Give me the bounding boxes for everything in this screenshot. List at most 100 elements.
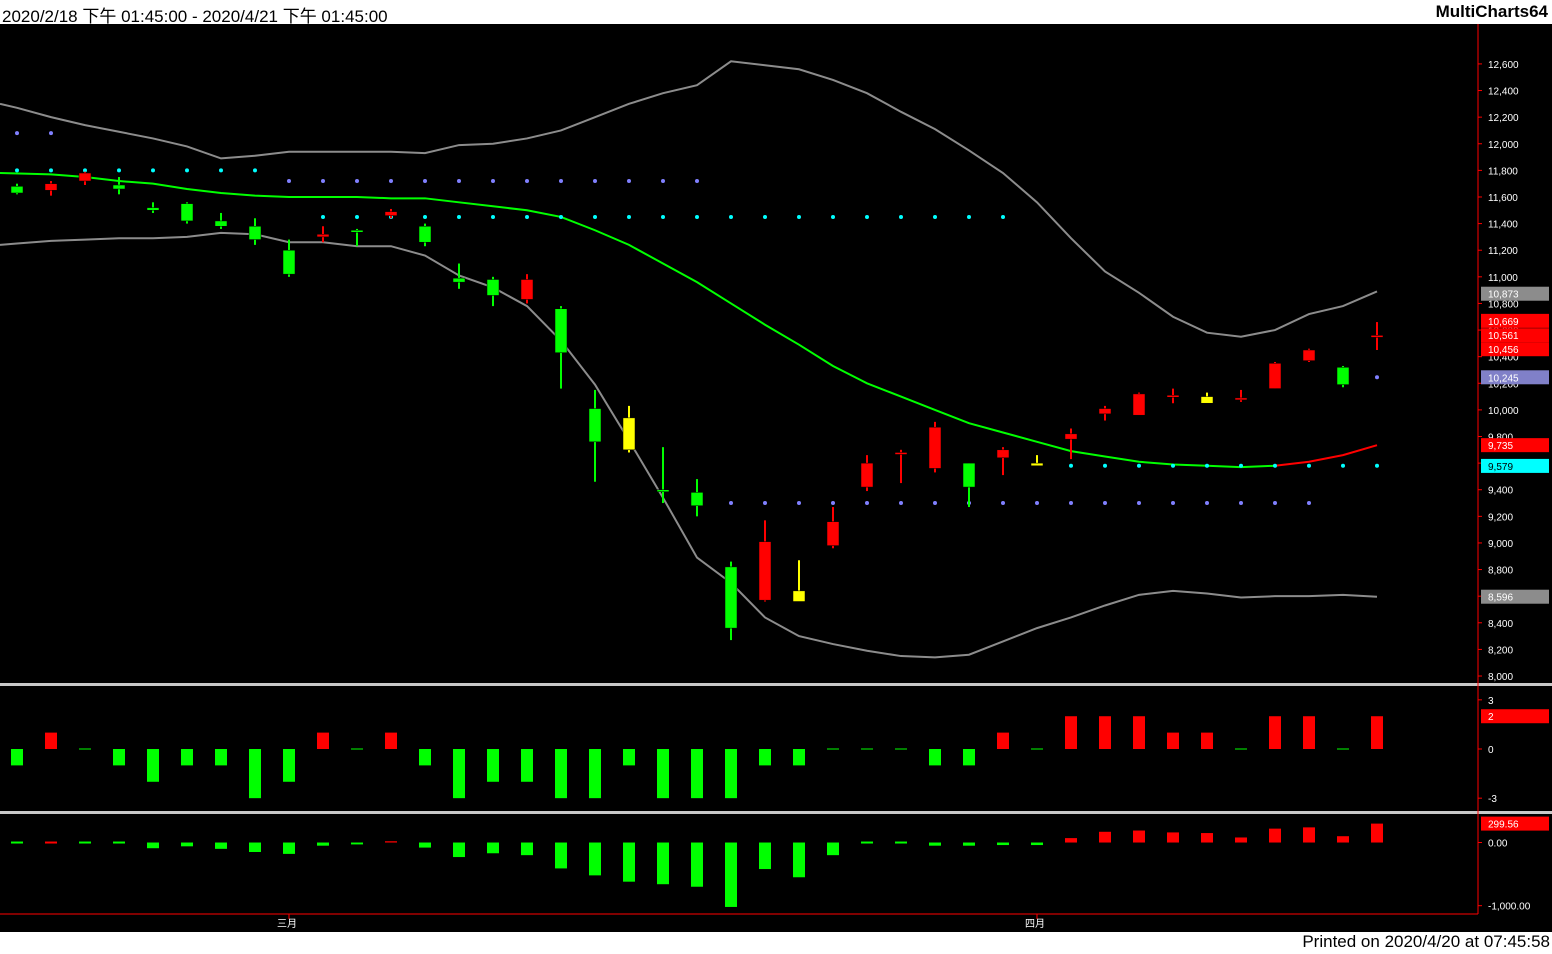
candle-body [1234, 397, 1248, 401]
chart-canvas[interactable]: 8,0008,2008,4008,6008,8009,0009,2009,400… [0, 24, 1552, 932]
signal-dot-purple [661, 179, 665, 184]
lower-band-line [0, 231, 1378, 659]
ind1-bar [657, 749, 669, 799]
ind2-bar [181, 842, 193, 847]
signal-dot-cyan [355, 214, 359, 219]
candle-body [384, 211, 398, 216]
ind1-bar [1167, 732, 1179, 749]
candle-body [418, 226, 432, 243]
ind2-bar [1167, 832, 1179, 843]
signal-dot-purple [831, 501, 835, 506]
signal-dot-cyan [593, 214, 597, 219]
signal-dot-purple [763, 501, 767, 506]
ind1-bar [589, 749, 601, 799]
signal-dot-purple [525, 179, 529, 184]
ind2-bar [215, 842, 227, 849]
price-value-badge: 10,873 [1488, 290, 1519, 301]
ind2-bar [453, 842, 465, 858]
signal-dot-purple [321, 179, 325, 184]
signal-dot-cyan [457, 214, 461, 219]
price-tick-label: 11,800 [1488, 166, 1518, 177]
ind2-bar [657, 842, 669, 885]
ind2-bar [419, 842, 431, 848]
ind2-value-badge-bg [1481, 816, 1549, 831]
candle-body [214, 220, 228, 227]
ind2-bar [555, 842, 567, 869]
ind1-bar [181, 749, 193, 766]
ind2-bar [113, 841, 125, 844]
signal-dot-cyan [797, 214, 801, 219]
mid-line-down [0, 172, 1276, 469]
signal-dot-cyan [1103, 463, 1107, 468]
date-range-label: 2020/2/18 下午 01:45:00 - 2020/4/21 下午 01:… [2, 7, 388, 26]
time-axis-label: 三月 [277, 918, 297, 930]
ind1-bar [1371, 716, 1383, 749]
candle-body [452, 277, 466, 283]
ind1-bar [521, 749, 533, 782]
ind1-bar [249, 749, 261, 799]
chart-area[interactable]: 8,0008,2008,4008,6008,8009,0009,2009,400… [0, 24, 1552, 932]
price-tick-label: 11,200 [1488, 246, 1518, 257]
ind1-bar [1235, 748, 1247, 750]
signal-dot-cyan [1375, 463, 1379, 468]
signal-dot-purple [1035, 501, 1039, 506]
signal-dot-purple [695, 179, 699, 184]
ind2-bar [249, 842, 261, 852]
signal-dot-purple [389, 179, 393, 184]
candle-body [520, 279, 534, 300]
signal-dot-cyan [1137, 463, 1141, 468]
price-tick-label: 10,800 [1488, 299, 1519, 310]
price-value-badge: 10,456 [1488, 345, 1519, 356]
candle-body [1098, 408, 1112, 415]
ind1-bar [793, 749, 805, 766]
signal-dot-purple [1239, 501, 1243, 506]
ind1-bar [453, 749, 465, 799]
price-tick-label: 9,000 [1488, 539, 1513, 550]
ind1-bar [929, 749, 941, 766]
ind2-bar [759, 842, 771, 870]
candle-body [1064, 433, 1078, 440]
signal-dot-cyan [559, 214, 563, 219]
candle-body [248, 226, 262, 240]
candle-body [1132, 393, 1146, 416]
ind1-bar [1269, 716, 1281, 749]
ind2-bar [1371, 823, 1383, 843]
signal-dot-cyan [1001, 214, 1005, 219]
printed-timestamp: Printed on 2020/4/20 at 07:45:58 [1302, 932, 1550, 951]
ind1-bar [861, 748, 873, 750]
signal-dot-cyan [15, 168, 19, 173]
candle-body [1302, 349, 1316, 361]
ind2-bar [351, 842, 363, 845]
ind1-bar [487, 749, 499, 782]
ind2-bar [1269, 828, 1281, 843]
ind2-tick-label: -1,000.00 [1488, 902, 1531, 913]
price-tick-label: 9,200 [1488, 512, 1513, 523]
brand-label: MultiCharts64 [1435, 2, 1548, 21]
ind1-bar [79, 748, 91, 750]
ind1-bar [113, 749, 125, 766]
ind1-bar [1201, 732, 1213, 749]
candle-body [146, 207, 160, 211]
price-value-badge-bg [1481, 313, 1549, 328]
ind1-value-badge-bg [1481, 709, 1549, 724]
ind2-bar [691, 842, 703, 887]
signal-dot-cyan [83, 168, 87, 173]
candle-body [928, 426, 942, 469]
signal-dot-purple [491, 179, 495, 184]
price-value-badge: 8,596 [1488, 593, 1513, 604]
ind2-bar [1337, 836, 1349, 843]
ind1-tick-label: -3 [1488, 794, 1497, 805]
price-tick-label: 11,000 [1488, 273, 1518, 284]
signal-dot-cyan [423, 214, 427, 219]
ind1-bar [385, 732, 397, 749]
candle-body [1030, 462, 1044, 467]
price-value-badge-bg [1481, 328, 1549, 343]
signal-dot-cyan [151, 168, 155, 173]
ind1-bar [997, 732, 1009, 749]
price-value-badge-bg [1481, 286, 1549, 301]
price-tick-label: 11,600 [1488, 193, 1518, 204]
signal-dot-cyan [661, 214, 665, 219]
header-bar: 2020/2/18 下午 01:45:00 - 2020/4/21 下午 01:… [0, 0, 1552, 26]
signal-dot-cyan [1273, 463, 1277, 468]
signal-dot-cyan [865, 214, 869, 219]
